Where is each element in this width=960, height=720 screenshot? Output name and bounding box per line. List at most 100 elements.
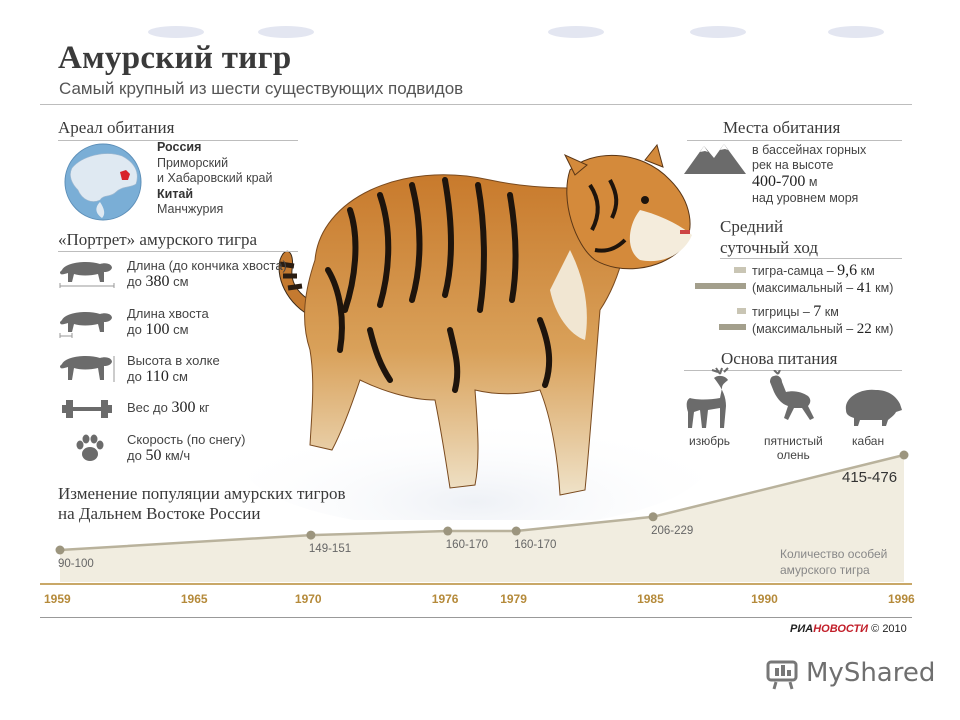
myshared-logo-icon (766, 660, 798, 690)
daily-male: тигра-самца – 9,6 км (максимальный – 41 … (752, 262, 893, 297)
food-divider (684, 370, 902, 371)
population-line (59, 453, 905, 552)
daily-male-unit: км (860, 264, 875, 278)
habitat-divider (687, 140, 902, 141)
daily-male-value: 9,6 (837, 262, 858, 279)
portrait-label: Длина хвоста (127, 306, 209, 321)
range-heading: Ареал обитания (58, 118, 175, 137)
copyright: © 2010 (871, 623, 907, 635)
portrait-value: 110 (145, 368, 169, 385)
chart-title-line-2: на Дальнем Востоке России (58, 504, 261, 523)
daily-male-max-value: 41 (856, 280, 872, 296)
daily-female: тигрицы – 7 км (максимальный – 22 км) (752, 303, 893, 338)
daily-female-unit: км (824, 305, 839, 319)
range-region-primorsky: Приморский (157, 155, 229, 170)
globe-map-icon (64, 143, 142, 221)
portrait-unit: км/ч (165, 448, 191, 463)
daily-male-label: тигра-самца – (752, 264, 834, 278)
portrait-item-weight: Вес до 300 кг (127, 400, 210, 416)
portrait-heading: «Портрет» амурского тигра (58, 230, 258, 249)
daily-female-max-value: 22 (856, 321, 872, 337)
range-region-manchuria: Манчжурия (157, 202, 224, 216)
boar-icon (845, 389, 902, 426)
population-point (899, 450, 909, 460)
range-divider (58, 140, 298, 141)
female-daily-bar (737, 308, 746, 314)
portrait-prefix: до (127, 274, 142, 289)
x-tick-label: 1990 (751, 592, 778, 606)
population-point (511, 526, 521, 536)
paw-icon (76, 434, 104, 461)
chart-legend-line-2: амурского тигра (780, 563, 870, 577)
habitat-line-3: над уровнем моря (752, 191, 859, 205)
habitat-line-1: в бассейнах горных (752, 143, 867, 157)
daily-heading-line-2: суточный ход (720, 238, 819, 257)
daily-female-label: тигрицы – (752, 305, 810, 319)
male-daily-bar (734, 267, 746, 273)
portrait-unit: кг (199, 400, 210, 415)
population-value-label: 206-229 (651, 524, 694, 537)
habitat-unit: м (808, 175, 818, 189)
portrait-value: 100 (145, 321, 170, 338)
portrait-label: Скорость (по снегу) (127, 432, 246, 447)
range-region-khabarovsk: и Хабаровский край (157, 171, 273, 185)
range-country-russia: Россия (157, 140, 202, 154)
population-value-label: 160-170 (445, 539, 488, 552)
x-tick-label: 1959 (44, 592, 71, 606)
food-label-line-2: олень (776, 448, 810, 462)
page-subtitle: Самый крупный из шести существующих подв… (59, 79, 464, 98)
footer-credit: РИАНОВОСТИ © 2010 (790, 623, 907, 635)
portrait-value: 300 (171, 399, 196, 416)
watermark: MyShared (766, 656, 935, 690)
portrait-prefix: до (153, 400, 168, 415)
portrait-item-speed: Скорость (по снегу) до 50 км/ч (127, 432, 245, 464)
brand-novosti: НОВОСТИ (813, 623, 869, 635)
range-list: Россия Приморский и Хабаровский край Кит… (157, 140, 273, 218)
header-divider (40, 104, 912, 105)
daily-female-value: 7 (813, 303, 822, 320)
sika-deer-icon (770, 370, 814, 420)
x-tick-label: 1979 (500, 592, 527, 606)
portrait-unit: см (173, 274, 189, 289)
tiger-length-icon (59, 262, 115, 288)
portrait-value: 380 (145, 273, 170, 290)
portrait-label: Длина (до кончика хвоста) (127, 258, 287, 273)
chart-legend-line-1: Количество особей (780, 547, 888, 561)
population-point (306, 530, 316, 540)
food-item-boar: кабан (852, 434, 885, 448)
x-tick-label: 1965 (180, 592, 208, 606)
daily-heading: Средний суточный ход (720, 216, 818, 258)
population-point (648, 512, 658, 522)
tiger-photo (240, 143, 710, 520)
daily-male-max-unit: км) (875, 281, 894, 295)
portrait-prefix: до (127, 322, 142, 337)
barbell-icon (62, 400, 112, 418)
population-area (60, 455, 904, 582)
chart-legend: Количество особей амурского тигра (780, 546, 887, 578)
habitat-heading: Места обитания (723, 118, 841, 137)
x-tick-label: 1985 (637, 592, 664, 606)
food-heading: Основа питания (721, 349, 838, 368)
chart-title-line-1: Изменение популяции амурских тигров (58, 484, 346, 503)
daily-female-max-prefix: (максимальный – (752, 322, 854, 336)
tiger-height-icon (60, 356, 115, 382)
daily-divider (720, 258, 902, 259)
portrait-item-tail: Длина хвоста до 100 см (127, 306, 209, 338)
portrait-item-height: Высота в холке до 110 см (127, 353, 220, 385)
portrait-value: 50 (145, 447, 162, 464)
food-item-red-deer: изюбрь (689, 434, 731, 448)
habitat-text: в бассейнах горных рек на высоте 400-700… (752, 143, 866, 206)
brand-ria: РИА (790, 623, 814, 635)
portrait-item-length: Длина (до кончика хвоста) до 380 см (127, 258, 287, 290)
portrait-label: Высота в холке (127, 353, 220, 368)
chart-x-axis (40, 583, 912, 585)
portrait-unit: см (173, 322, 189, 337)
tiger-tail-icon (59, 312, 112, 338)
range-country-china: Китай (157, 186, 194, 201)
population-value-label: 90-100 (58, 558, 94, 570)
x-tick-label: 1970 (294, 592, 322, 606)
mountains-icon (684, 144, 746, 174)
watermark-text: MyShared (806, 658, 936, 688)
x-tick-label: 1976 (431, 592, 459, 606)
portrait-label: Вес (127, 400, 150, 415)
